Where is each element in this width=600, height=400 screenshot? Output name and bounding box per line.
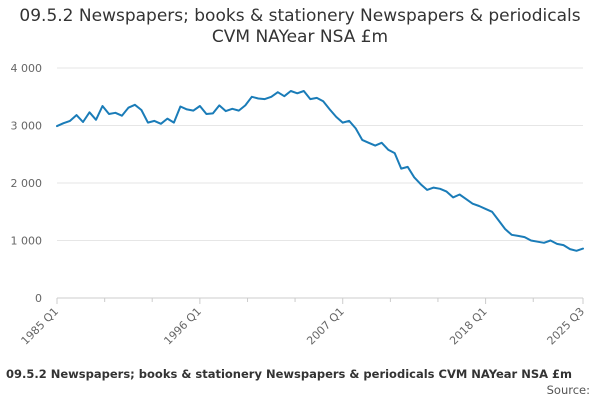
gridlines [57,67,583,241]
y-tick-label: 4 000 [11,62,43,75]
x-axis [56,297,584,304]
x-tick-label: 2025 Q3 [545,305,588,348]
chart-title: 09.5.2 Newspapers; books & stationery Ne… [19,6,581,47]
x-tick-label: 1996 Q1 [161,305,204,348]
x-axis-tick-labels: 1985 Q1 1996 Q1 2007 Q1 2018 Q1 2025 Q3 [19,305,588,348]
y-tick-label: 2 000 [11,177,43,190]
x-tick-label: 2007 Q1 [304,305,347,348]
x-tick-label: 1985 Q1 [19,305,62,348]
x-tick-label: 2018 Q1 [447,305,490,348]
footer-title: 09.5.2 Newspapers; books & stationery Ne… [6,367,573,381]
y-tick-label: 0 [35,292,42,305]
y-tick-label: 1 000 [11,235,43,248]
series-line [56,90,584,252]
y-tick-label: 3 000 [11,120,43,133]
y-axis-tick-labels: 0 1 000 2 000 3 000 4 000 [11,62,43,305]
source-label: Source: [546,383,590,397]
series-layer [56,90,584,252]
